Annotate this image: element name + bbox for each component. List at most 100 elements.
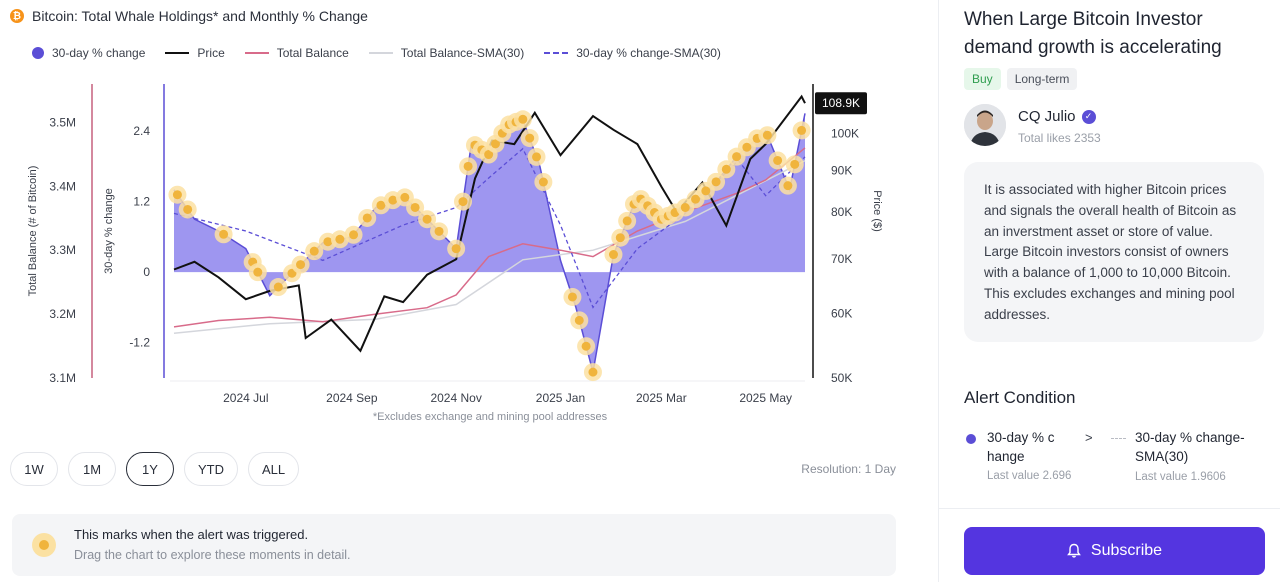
series-total-balance-sma	[173, 160, 806, 335]
alert-trigger-marker	[622, 216, 632, 226]
left-last-value: Last value 2.696	[987, 470, 1072, 482]
alert-trigger-marker	[376, 200, 386, 210]
alert-trigger-marker	[451, 244, 461, 254]
range-selector: 1W 1M 1Y YTD ALL	[10, 452, 300, 486]
resolution-label: Resolution: 1 Day	[801, 462, 896, 476]
alert-trigger-marker	[422, 214, 432, 224]
author-block[interactable]: CQ Julio ✓ Total likes 2353	[964, 104, 1264, 148]
alert-trigger-marker	[518, 114, 528, 124]
range-1y-button[interactable]: 1Y	[126, 452, 174, 486]
bell-icon	[1067, 543, 1081, 558]
y-left-tick: 3.3M	[49, 243, 76, 257]
alert-trigger-marker	[458, 197, 468, 207]
alert-trigger-marker	[742, 142, 752, 152]
right-last-value: Last value 1.9606	[1135, 471, 1226, 483]
y-mid-tick: 0	[143, 265, 150, 279]
alert-trigger-marker	[615, 233, 625, 243]
chart-canvas[interactable]: Total Balance (# of Bitcoin) 30-day % cha…	[0, 66, 900, 428]
legend-line-icon	[165, 52, 190, 54]
legend-label: 30-day % change	[52, 46, 146, 60]
alert-trigger-marker	[400, 192, 410, 202]
divider	[939, 508, 1280, 509]
current-price-label: 108.9K	[822, 96, 860, 110]
y-mid-tick: -1.2	[129, 336, 150, 350]
legend-line-icon	[244, 52, 269, 54]
chart-header: ₿ Bitcoin: Total Whale Holdings* and Mon…	[10, 6, 368, 26]
legend-item-total-balance[interactable]: Total Balance	[244, 46, 349, 60]
x-tick: 2025 Jan	[536, 391, 585, 405]
alert-trigger-marker	[525, 133, 535, 143]
alert-trigger-marker	[701, 186, 711, 196]
y-mid-tick: 2.4	[133, 124, 150, 138]
legend-line-icon	[368, 52, 393, 54]
y-right-tick: 100K	[831, 126, 859, 140]
alert-trigger-marker	[680, 202, 690, 212]
author-name[interactable]: CQ Julio ✓	[1018, 108, 1096, 125]
legend-item-change-sma[interactable]: 30-day % change-SMA(30)	[544, 46, 721, 60]
author-name-text: CQ Julio	[1018, 108, 1076, 125]
alert-trigger-marker	[323, 237, 333, 247]
y-left-axis-title: Total Balance (# of Bitcoin)	[27, 166, 39, 297]
alert-detail-panel: When Large Bitcoin Investor demand growt…	[938, 0, 1280, 582]
alert-trigger-marker	[721, 164, 731, 174]
legend-label: Total Balance-SMA(30)	[400, 46, 525, 60]
range-1w-button[interactable]: 1W	[10, 452, 58, 486]
alert-trigger-marker	[273, 282, 283, 292]
alert-trigger-marker	[484, 150, 494, 160]
alert-note-title: This marks when the alert was triggered.	[74, 527, 309, 542]
y-left-tick: 3.1M	[49, 371, 76, 385]
alert-trigger-marker	[362, 213, 372, 223]
bitcoin-icon: ₿	[10, 9, 24, 23]
y-right-tick: 60K	[831, 307, 852, 321]
series-total-balance	[173, 147, 806, 328]
chart-panel: ₿ Bitcoin: Total Whale Holdings* and Mon…	[0, 6, 900, 576]
alert-trigger-marker	[490, 139, 500, 149]
alert-trigger-marker	[183, 204, 193, 214]
alert-description: It is associated with higher Bitcoin pri…	[964, 162, 1264, 342]
avatar[interactable]	[964, 104, 1006, 146]
x-tick: 2024 Sep	[326, 391, 378, 405]
alert-trigger-note: This marks when the alert was triggered.…	[12, 514, 896, 576]
alert-trigger-marker	[434, 226, 444, 236]
x-tick: 2024 Jul	[223, 391, 268, 405]
alert-trigger-marker	[463, 161, 473, 171]
x-tick: 2025 Mar	[636, 391, 687, 405]
y-mid-tick: 1.2	[133, 195, 150, 209]
range-ytd-button[interactable]: YTD	[184, 452, 238, 486]
y-left-tick: 3.4M	[49, 179, 76, 193]
current-price-badge	[815, 92, 867, 115]
alert-trigger-marker	[773, 155, 783, 165]
alert-trigger-marker	[711, 177, 721, 187]
alert-trigger-marker	[588, 367, 598, 377]
y-right-tick: 90K	[831, 164, 852, 178]
alert-trigger-marker	[762, 130, 772, 140]
dashed-line-icon	[1111, 438, 1126, 439]
range-all-button[interactable]: ALL	[248, 452, 300, 486]
subscribe-button[interactable]: Subscribe	[964, 527, 1265, 575]
alert-trigger-marker	[732, 152, 742, 162]
chart-title: Bitcoin: Total Whale Holdings* and Month…	[32, 8, 368, 24]
y-left-tick: 3.5M	[49, 115, 76, 129]
alert-trigger-marker	[790, 159, 800, 169]
condition-operator: >	[1085, 430, 1093, 445]
tag-buy: Buy	[964, 68, 1001, 90]
legend-item-price[interactable]: Price	[165, 46, 225, 60]
legend-item-balance-sma[interactable]: Total Balance-SMA(30)	[368, 46, 525, 60]
x-tick: 2025 May	[739, 391, 792, 405]
legend-label: 30-day % change-SMA(30)	[576, 46, 721, 60]
legend-dashed-icon	[544, 52, 569, 54]
alert-trigger-marker	[172, 190, 182, 200]
metric-dot-icon	[966, 434, 976, 444]
chart-legend: 30-day % change Price Total Balance Tota…	[32, 44, 721, 62]
condition-left-metric: 30-day % c hange	[987, 430, 1055, 464]
alert-marker-icon	[32, 533, 56, 557]
alert-note-subtitle: Drag the chart to explore these moments …	[74, 548, 351, 562]
alert-trigger-marker	[309, 246, 319, 256]
alert-trigger-marker	[219, 229, 229, 239]
legend-item-30day[interactable]: 30-day % change	[32, 46, 145, 60]
y-right-tick: 50K	[831, 371, 852, 385]
range-1m-button[interactable]: 1M	[68, 452, 116, 486]
y-right-axis-title: Price ($)	[871, 190, 883, 232]
alert-trigger-marker	[783, 181, 793, 191]
subscribe-label: Subscribe	[1090, 542, 1163, 559]
